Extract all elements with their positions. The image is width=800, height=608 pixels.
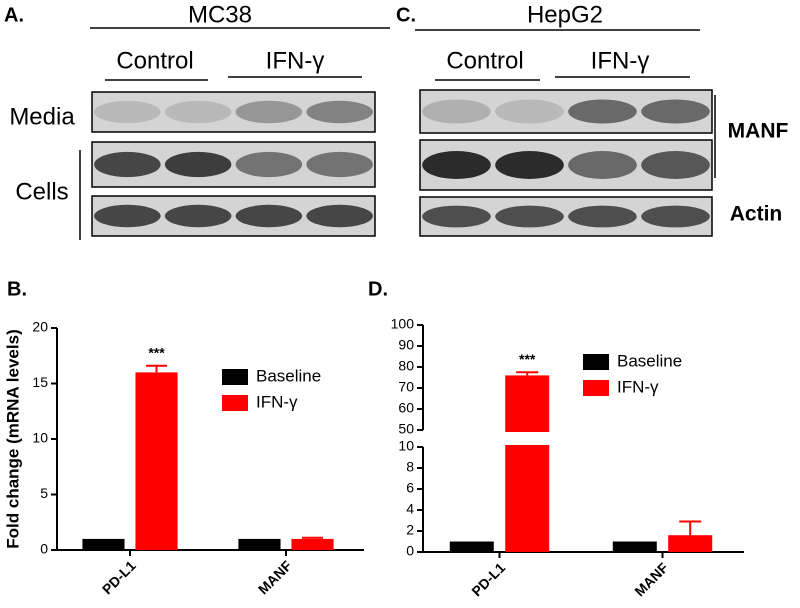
blot-band bbox=[568, 151, 637, 179]
legend-swatch bbox=[222, 395, 248, 411]
error-bar bbox=[516, 371, 539, 376]
blot-band bbox=[495, 151, 564, 179]
blot-band bbox=[422, 205, 491, 228]
y-tick-label: 6 bbox=[406, 480, 414, 496]
blot-band bbox=[164, 151, 232, 178]
y-tick-label: 20 bbox=[32, 319, 48, 335]
group-label: IFN-γ bbox=[591, 47, 650, 74]
x-tick-label: PD-L1 bbox=[468, 559, 508, 599]
blot-band bbox=[495, 99, 564, 124]
y-tick-label: 4 bbox=[406, 501, 414, 517]
bar bbox=[238, 538, 281, 550]
blot-band bbox=[94, 204, 161, 228]
bar bbox=[668, 535, 713, 552]
group-label: Control bbox=[116, 47, 193, 74]
blot-band bbox=[235, 100, 303, 124]
blot-band bbox=[641, 205, 710, 228]
blot-band bbox=[306, 151, 373, 178]
blot-panel: C. HepG2 Control IFN-γ MANF Actin bbox=[396, 1, 788, 225]
blot-band bbox=[94, 100, 161, 124]
y-tick-label: 0 bbox=[40, 541, 48, 557]
blot-band bbox=[235, 151, 303, 178]
blot-band bbox=[306, 100, 373, 124]
y-tick-label: 80 bbox=[398, 358, 414, 374]
significance-label: *** bbox=[148, 344, 165, 360]
panel-label: A. bbox=[4, 4, 24, 26]
blot-title: MC38 bbox=[188, 1, 252, 28]
blot-band bbox=[422, 151, 491, 179]
y-tick-label: 90 bbox=[398, 337, 414, 353]
y-tick-label: 0 bbox=[406, 543, 414, 559]
x-tick-label: MANF bbox=[631, 559, 671, 599]
significance-label: *** bbox=[519, 351, 536, 367]
blot-band bbox=[164, 204, 232, 228]
x-tick-label: MANF bbox=[255, 557, 295, 597]
blot-band bbox=[306, 204, 373, 228]
legend-swatch bbox=[583, 354, 609, 370]
group-label: IFN-γ bbox=[266, 47, 325, 74]
y-tick-label: 60 bbox=[398, 400, 414, 416]
blot-band bbox=[568, 205, 637, 228]
legend-label: Baseline bbox=[256, 366, 321, 385]
blot-panel: A. MC38 Control IFN-γ Media Cells bbox=[4, 1, 390, 240]
bar bbox=[612, 541, 657, 552]
blot-image bbox=[91, 91, 376, 133]
error-bar bbox=[679, 520, 702, 536]
legend-swatch bbox=[222, 369, 248, 385]
y-tick-label: 15 bbox=[32, 374, 48, 390]
blot-band bbox=[495, 205, 564, 228]
y-axis-label: Fold change (mRNA levels) bbox=[3, 329, 22, 548]
error-bar bbox=[301, 536, 324, 539]
error-bar bbox=[145, 364, 168, 373]
bar bbox=[82, 538, 125, 550]
bar bbox=[135, 372, 178, 550]
blot-band bbox=[641, 99, 710, 124]
panel-label: C. bbox=[396, 4, 416, 26]
legend-swatch bbox=[583, 380, 609, 396]
row-label: Cells bbox=[15, 178, 68, 205]
y-tick-label: 8 bbox=[406, 459, 414, 475]
panel-label: D. bbox=[368, 278, 388, 300]
row-label: MANF bbox=[728, 120, 789, 143]
y-tick-label: 2 bbox=[406, 522, 414, 538]
group-label: Control bbox=[446, 47, 523, 74]
legend-label: IFN-γ bbox=[256, 392, 298, 411]
y-tick-label: 70 bbox=[398, 379, 414, 395]
panel-label: B. bbox=[7, 278, 27, 300]
x-tick-label: PD-L1 bbox=[99, 557, 139, 597]
bar bbox=[505, 375, 550, 552]
axis-break bbox=[415, 432, 744, 445]
legend-label: Baseline bbox=[617, 351, 682, 370]
bar bbox=[449, 541, 494, 552]
bar bbox=[291, 538, 334, 550]
row-label: Actin bbox=[730, 203, 783, 226]
legend-label: IFN-γ bbox=[617, 377, 659, 396]
row-label: Media bbox=[9, 103, 75, 130]
blot-band bbox=[164, 100, 232, 124]
blot-band bbox=[422, 99, 491, 124]
blot-band bbox=[235, 204, 303, 228]
blot-band bbox=[94, 151, 161, 178]
y-tick-label: 100 bbox=[391, 316, 415, 332]
blot-title: HepG2 bbox=[527, 1, 603, 28]
y-tick-label: 5 bbox=[40, 485, 48, 501]
blot-band bbox=[641, 151, 710, 179]
y-tick-label: 50 bbox=[398, 421, 414, 437]
blot-band bbox=[568, 99, 637, 124]
y-tick-label: 10 bbox=[32, 430, 48, 446]
y-tick-label: 10 bbox=[398, 438, 414, 454]
